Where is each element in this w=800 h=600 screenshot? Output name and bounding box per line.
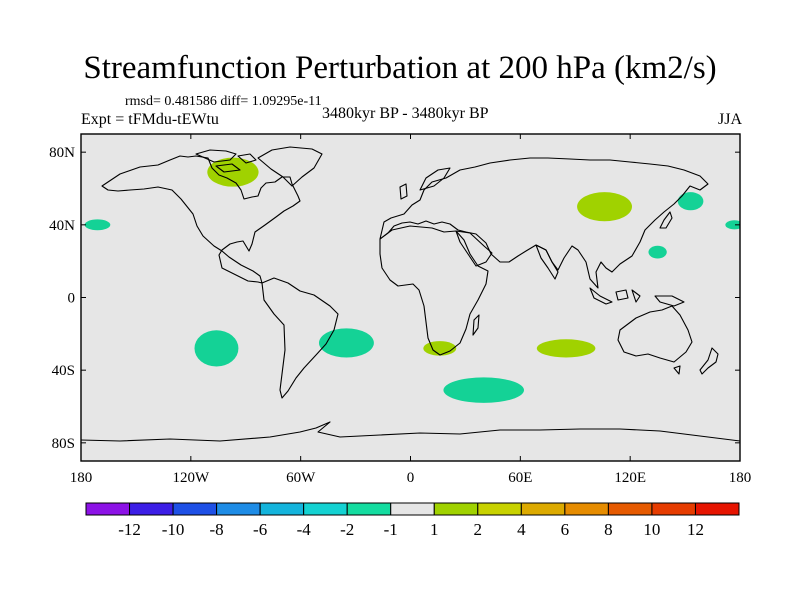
colorbar-label: -6 <box>253 520 267 539</box>
coastline-antarctica <box>81 421 740 442</box>
lat-tick-label: 40S <box>52 363 75 379</box>
anomaly-north-pacific-west-negative <box>725 220 740 230</box>
lon-tick-label: 180 <box>729 470 752 486</box>
colorbar-swatch <box>346 502 392 516</box>
anomaly-southeast-pacific-negative <box>194 330 239 367</box>
colorbar-swatch <box>303 502 348 516</box>
experiment-label: Expt = tFMdu-tEWtu <box>81 111 219 128</box>
time-period-label: 3480kyr BP - 3480kyr BP <box>322 105 489 122</box>
coastline-north-america <box>101 155 301 284</box>
coastline-british-isles <box>399 183 408 200</box>
plot-title: Streamfunction Perturbation at 200 hPa (… <box>83 50 717 86</box>
map-background <box>81 134 740 461</box>
anomaly-south-africa-positive <box>423 341 457 356</box>
colorbar-label: 2 <box>474 520 483 539</box>
lon-tick-label: 120E <box>614 470 646 486</box>
coastline-india <box>535 244 559 280</box>
colorbar-label: 1 <box>430 520 439 539</box>
coastline-new-guinea <box>654 295 685 307</box>
colorbar-label: -4 <box>297 520 312 539</box>
lat-tick-label: 80S <box>52 436 75 452</box>
colorbar-label: 6 <box>561 520 570 539</box>
coastline-greenland <box>257 146 323 187</box>
colorbar-label: -8 <box>210 520 224 539</box>
season-label: JJA <box>717 111 742 128</box>
coastline-madagascar <box>472 314 480 336</box>
coastlines <box>81 146 740 442</box>
anomaly-south-atlantic-negative <box>318 328 374 358</box>
colorbar-swatch <box>216 502 261 516</box>
lon-tick-label: 60E <box>508 470 532 486</box>
colorbar-swatch <box>172 502 218 516</box>
colorbar-swatch <box>85 502 131 516</box>
lon-tick-label: 60W <box>286 470 316 486</box>
anomaly-canadian-arctic-positive <box>207 157 259 187</box>
colorbar-swatch <box>564 502 609 516</box>
colorbar-label: 10 <box>643 520 660 539</box>
colorbar-swatch <box>259 502 305 516</box>
coastline-scandinavia <box>419 167 451 191</box>
coastline-arabia <box>455 230 493 267</box>
colorbar-swatch <box>694 502 740 516</box>
colorbar-swatch <box>129 502 174 516</box>
coastline-africa <box>379 225 489 356</box>
colorbar-label: -12 <box>118 520 141 539</box>
coastline-new-zealand <box>699 347 719 375</box>
lat-tick-label: 0 <box>68 291 76 307</box>
anomaly-south-indian-ocean-positive <box>536 339 596 358</box>
colorbar-label: -2 <box>340 520 354 539</box>
lat-tick-label: 40N <box>49 218 75 234</box>
coastline-indonesia <box>589 287 641 305</box>
colorbar-label: 4 <box>517 520 526 539</box>
lon-tick-label: 120W <box>172 470 210 486</box>
rmsd-diff-stats: rmsd= 0.481586 diff= 1.09295e-11 <box>125 94 322 109</box>
anomaly-sea-of-okhotsk-negative <box>677 192 704 211</box>
anomaly-east-china-sea-negative <box>648 245 667 259</box>
lat-tick-label: 80N <box>49 145 75 161</box>
colorbar-swatch <box>520 502 566 516</box>
coastline-arctic-islands <box>195 149 257 173</box>
anomaly-mongolia-positive <box>577 192 632 222</box>
axis-ticks: 80N 40N 0 40S 80S 180 120W 60W 0 60E 120E 180 <box>49 134 751 486</box>
colorbar-swatch <box>651 502 696 516</box>
lon-tick-label: 180 <box>70 470 93 486</box>
colorbar-swatch <box>607 502 653 516</box>
coastline-japan <box>659 211 673 229</box>
coastline-australia <box>617 305 693 363</box>
colorbar-label: 8 <box>604 520 613 539</box>
colorbar-swatch <box>433 502 479 516</box>
anomaly-southern-ocean-negative <box>443 377 524 403</box>
coastline-tasmania <box>673 365 681 375</box>
colorbar-label: 12 <box>687 520 704 539</box>
coastline-south-america <box>261 277 339 399</box>
colorbar-label: -1 <box>384 520 398 539</box>
colorbar-swatch <box>477 502 522 516</box>
lon-tick-label: 0 <box>407 470 415 486</box>
anomaly-north-pacific-east-negative <box>84 219 111 231</box>
colorbar: -12 -10 -8 -6 -4 -2 -1 1 2 4 6 8 10 12 <box>85 502 740 539</box>
colorbar-swatch <box>390 502 435 516</box>
colorbar-label: -10 <box>162 520 185 539</box>
